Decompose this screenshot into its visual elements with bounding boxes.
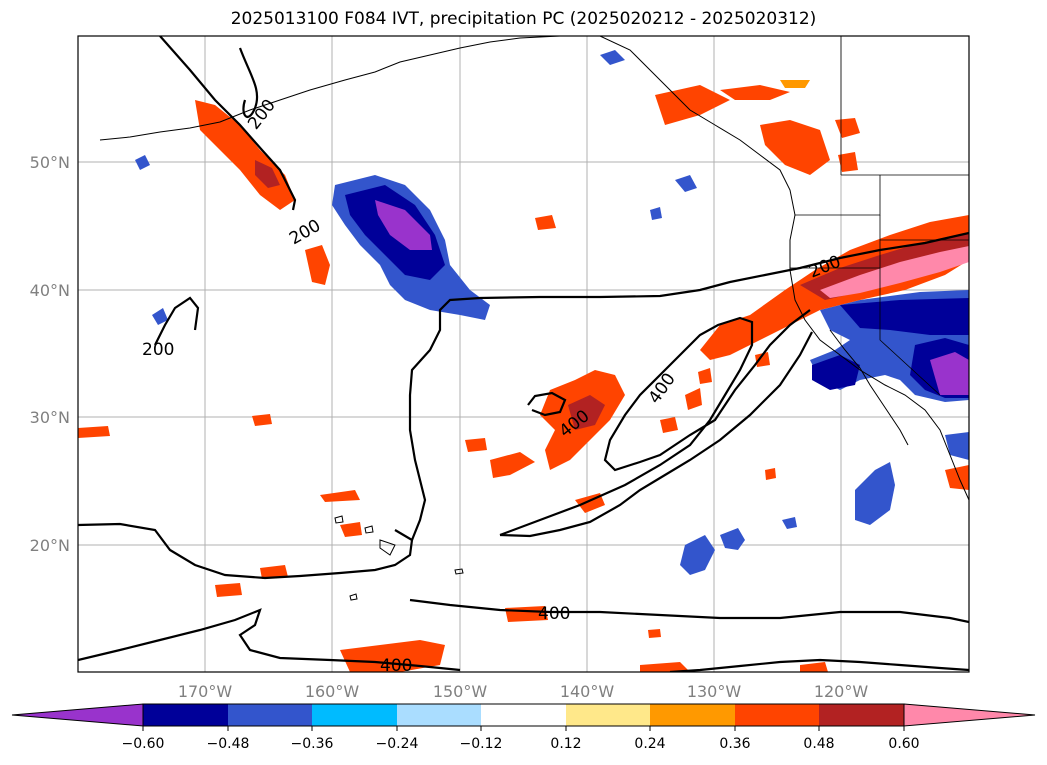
neg-region-baja <box>855 462 895 525</box>
colorbar-segment <box>735 704 819 726</box>
colorbar-extend-high <box>903 703 1036 727</box>
colorbar-tick-label: 0.12 <box>550 736 581 752</box>
contour-label: 400 <box>538 604 570 624</box>
colorbar-segment <box>312 704 397 726</box>
colorbar-tick-label: −0.24 <box>376 736 419 752</box>
lon-label: 130°W <box>687 682 742 701</box>
latitude-labels: 50°N 40°N 30°N 20°N <box>30 153 70 555</box>
colorbar-segment <box>143 704 228 726</box>
colorbar-tick-label: 0.60 <box>888 736 919 752</box>
colorbar-segment <box>481 704 566 726</box>
colorbar-tick-label: −0.36 <box>291 736 334 752</box>
lon-label: 120°W <box>814 682 869 701</box>
colorbar-tick-label: 0.36 <box>719 736 750 752</box>
map-frame <box>77 35 970 673</box>
negative-anomaly-regions <box>135 50 969 575</box>
lon-label: 160°W <box>305 682 360 701</box>
lat-label: 20°N <box>30 536 70 555</box>
lat-label: 50°N <box>30 153 70 172</box>
colorbar-tick-label: 0.48 <box>803 736 834 752</box>
colorbar-tick-label: −0.48 <box>207 736 250 752</box>
lat-label: 30°N <box>30 408 70 427</box>
colorbar-segment <box>397 704 481 726</box>
lon-label: 150°W <box>433 682 488 701</box>
colorbar-segment <box>228 704 312 726</box>
lon-label: 140°W <box>560 682 615 701</box>
ivt-contours <box>78 36 969 672</box>
map-title: 2025013100 F084 IVT, precipitation PC (2… <box>230 9 817 29</box>
colorbar-segment <box>819 704 904 726</box>
colorbar-tick-label: −0.60 <box>122 736 165 752</box>
positive-anomaly-regions <box>78 80 969 672</box>
contour-label: 400 <box>380 656 412 676</box>
colorbar-tick-label: 0.24 <box>634 736 665 752</box>
colorbar-tick-label: −0.12 <box>460 736 503 752</box>
colorbar-extend-low <box>11 703 144 727</box>
lat-label: 40°N <box>30 281 70 300</box>
colorbar-segment <box>650 704 735 726</box>
longitude-labels: 170°W 160°W 150°W 140°W 130°W 120°W <box>178 682 869 701</box>
political-borders <box>790 36 969 396</box>
colorbar-segment <box>566 704 650 726</box>
colorbar: −0.60 −0.48 −0.36 −0.24 −0.12 0.12 0.24 … <box>11 703 1036 752</box>
contour-label: 200 <box>142 340 174 360</box>
lon-label: 170°W <box>178 682 233 701</box>
